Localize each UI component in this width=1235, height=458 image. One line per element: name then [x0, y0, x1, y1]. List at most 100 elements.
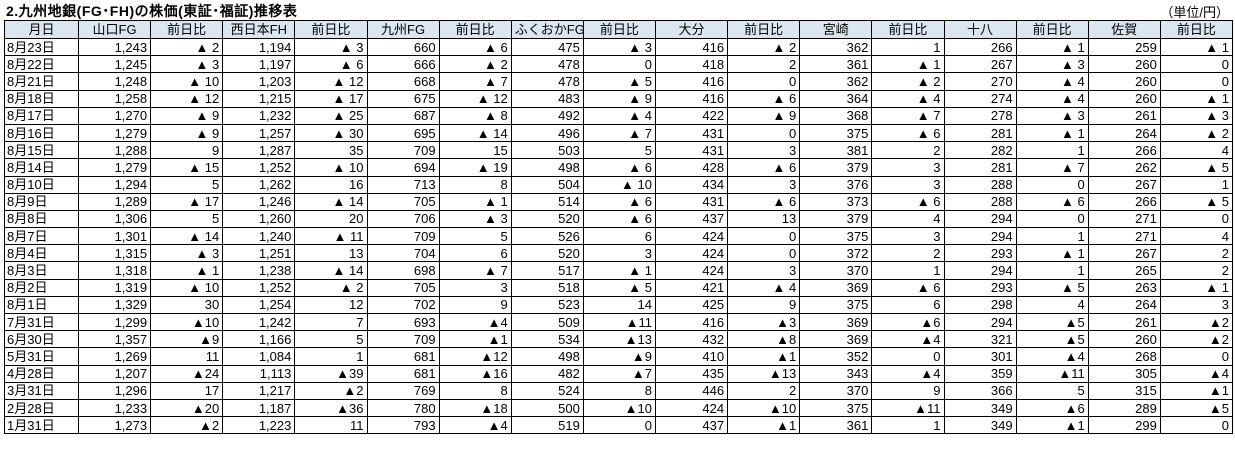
change-cell: 15: [438, 141, 512, 160]
change-cell: 16: [294, 175, 368, 194]
price-cell: 435: [654, 364, 729, 383]
change-cell: 4: [871, 209, 945, 229]
change-cell: ▲4: [438, 312, 512, 332]
table-row: 8月22日 1,245 ▲ 3 1,197 ▲ 6 666 ▲ 2 478 0 418 2 361 ▲ …: [4, 55, 1234, 74]
price-cell: 492: [510, 106, 584, 125]
price-cell: 1,187: [222, 398, 296, 418]
price-cell: 359: [943, 364, 1017, 383]
table-row: 8月3日 1,318 ▲ 1 1,238 ▲ 14 698 ▲ 7 517 ▲ 1 424 3 370…: [4, 261, 1234, 280]
price-cell: 431: [654, 192, 729, 211]
price-cell: 268: [1087, 347, 1161, 366]
price-cell: 1,194: [222, 37, 296, 57]
price-cell: 520: [510, 244, 584, 263]
price-cell: 294: [943, 312, 1017, 332]
column-header-change: 前日比: [727, 20, 801, 39]
change-cell: 3: [727, 175, 801, 194]
change-cell: ▲24: [150, 364, 224, 383]
table-row: 8月7日 1,301 ▲ 14 1,240 ▲ 11 709 5 526 6 424 0 375 3 29…: [4, 227, 1234, 246]
price-cell: 437: [654, 209, 729, 229]
price-cell: 352: [799, 347, 873, 366]
price-cell: 263: [1087, 278, 1161, 297]
price-cell: 1,329: [77, 295, 152, 315]
change-cell: 3: [727, 261, 801, 280]
price-cell: 421: [654, 278, 729, 297]
change-cell: ▲ 10: [150, 278, 224, 297]
change-cell: ▲ 25: [294, 106, 368, 125]
change-cell: ▲ 9: [727, 106, 801, 125]
change-cell: ▲13: [727, 364, 801, 383]
change-cell: ▲ 12: [294, 72, 368, 91]
change-cell: 9: [438, 295, 512, 315]
price-cell: 274: [943, 89, 1017, 108]
table-row: 4月28日 1,207 ▲24 1,113 ▲39 681 ▲16 482 ▲7 435 ▲13 34…: [4, 364, 1234, 383]
price-cell: 526: [510, 227, 584, 246]
change-cell: ▲ 7: [871, 106, 945, 125]
column-header-change: 前日比: [1159, 20, 1234, 39]
price-cell: 288: [943, 192, 1017, 211]
price-cell: 1,289: [77, 192, 152, 211]
price-cell: 1,215: [222, 89, 296, 108]
price-cell: 321: [943, 330, 1017, 349]
change-cell: ▲4: [1015, 347, 1089, 366]
change-cell: ▲ 1: [1159, 89, 1234, 108]
price-cell: 375: [799, 398, 873, 418]
change-cell: ▲20: [150, 398, 224, 418]
price-cell: 266: [1087, 192, 1161, 211]
table-row: 8月8日 1,306 5 1,260 20 706 ▲ 3 520 ▲ 6 437 13 379 4 29…: [4, 209, 1234, 229]
price-cell: 660: [366, 37, 440, 57]
table-row: 8月9日 1,289 ▲ 17 1,246 ▲ 14 705 ▲ 1 514 ▲ 6 431 ▲ 6…: [4, 192, 1234, 211]
price-cell: 315: [1087, 381, 1161, 400]
change-cell: 14: [582, 295, 657, 315]
change-cell: ▲2: [294, 381, 368, 400]
price-cell: 1,251: [222, 244, 296, 263]
column-header-bank: 西日本FH: [222, 20, 296, 39]
change-cell: ▲ 10: [294, 158, 368, 177]
price-cell: 270: [943, 72, 1017, 91]
change-cell: ▲4: [871, 330, 945, 349]
price-cell: 294: [943, 227, 1017, 246]
change-cell: ▲ 6: [871, 278, 945, 297]
change-cell: 3: [727, 141, 801, 160]
date-cell: 3月31日: [4, 381, 79, 400]
price-cell: 518: [510, 278, 584, 297]
price-cell: 1,245: [77, 55, 152, 74]
change-cell: 11: [294, 416, 368, 435]
price-cell: 259: [1087, 37, 1161, 57]
table-row: 8月18日 1,258 ▲ 12 1,215 ▲ 17 675 ▲ 12 483 ▲ 9 416 ▲…: [4, 89, 1234, 108]
date-cell: 4月28日: [4, 364, 79, 383]
price-cell: 1,084: [222, 347, 296, 366]
table-row: 8月14日 1,279 ▲ 15 1,252 ▲ 10 694 ▲ 19 498 ▲ 6 428 ▲…: [4, 158, 1234, 177]
column-header-bank: 佐賀: [1087, 20, 1161, 39]
price-cell: 517: [510, 261, 584, 280]
price-cell: 288: [943, 175, 1017, 194]
price-cell: 260: [1087, 72, 1161, 91]
price-cell: 523: [510, 295, 584, 315]
change-cell: ▲ 14: [438, 123, 512, 143]
change-cell: ▲ 6: [871, 123, 945, 143]
price-cell: 1,257: [222, 123, 296, 143]
change-cell: 2: [871, 244, 945, 263]
price-cell: 425: [654, 295, 729, 315]
change-cell: 6: [871, 295, 945, 315]
change-cell: 0: [582, 416, 657, 435]
price-cell: 687: [366, 106, 440, 125]
price-cell: 422: [654, 106, 729, 125]
price-cell: 1,269: [77, 347, 152, 366]
price-cell: 294: [943, 209, 1017, 229]
price-cell: 431: [654, 141, 729, 160]
date-cell: 8月7日: [4, 227, 79, 246]
date-cell: 2月28日: [4, 398, 79, 418]
table-row: 8月1日 1,329 30 1,254 12 702 9 523 14 425 9 375 6 298 4 2…: [4, 295, 1234, 315]
price-cell: 793: [366, 416, 440, 435]
price-cell: 299: [1087, 416, 1161, 435]
date-cell: 1月31日: [4, 416, 79, 435]
table-row: 3月31日 1,296 17 1,217 ▲2 769 8 524 8 446 2 370 9 366 5 3…: [4, 381, 1234, 400]
change-cell: ▲ 1: [1015, 37, 1089, 57]
change-cell: 1: [1159, 175, 1234, 194]
change-cell: ▲18: [438, 398, 512, 418]
date-cell: 8月14日: [4, 158, 79, 177]
date-cell: 8月4日: [4, 244, 79, 263]
table-row: 8月10日 1,294 5 1,262 16 713 8 504 ▲ 10 434 3 376 3 288…: [4, 175, 1234, 194]
price-cell: 431: [654, 123, 729, 143]
change-cell: ▲3: [727, 312, 801, 332]
